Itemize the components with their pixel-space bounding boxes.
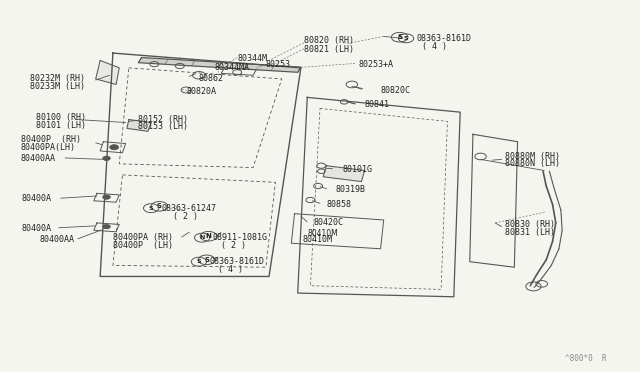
Text: S: S bbox=[204, 257, 209, 263]
Text: 80820A: 80820A bbox=[186, 87, 216, 96]
Text: N: N bbox=[205, 233, 211, 239]
Text: 80821 (LH): 80821 (LH) bbox=[304, 45, 354, 54]
Text: 80400P  (RH): 80400P (RH) bbox=[20, 135, 81, 144]
Text: 80233M (LH): 80233M (LH) bbox=[30, 82, 85, 91]
Text: 80344M: 80344M bbox=[237, 54, 267, 63]
Text: 80400P  (LH): 80400P (LH) bbox=[113, 241, 173, 250]
Circle shape bbox=[102, 195, 110, 199]
Text: 80400AA: 80400AA bbox=[20, 154, 56, 163]
Text: 80344MA: 80344MA bbox=[215, 63, 250, 72]
Text: 80831 (LH): 80831 (LH) bbox=[505, 228, 555, 237]
Circle shape bbox=[102, 156, 110, 161]
Text: ( 4 ): ( 4 ) bbox=[422, 42, 447, 51]
Circle shape bbox=[102, 224, 110, 229]
Circle shape bbox=[109, 145, 118, 150]
Text: 80858: 80858 bbox=[326, 200, 351, 209]
Text: 80400A: 80400A bbox=[22, 195, 52, 203]
Text: 80862: 80862 bbox=[199, 74, 224, 83]
Text: ( 2 ): ( 2 ) bbox=[221, 241, 246, 250]
Polygon shape bbox=[127, 119, 151, 131]
Text: 80100 (RH): 80100 (RH) bbox=[36, 113, 86, 122]
Text: 80820 (RH): 80820 (RH) bbox=[304, 36, 354, 45]
Text: 80101G: 80101G bbox=[342, 165, 372, 174]
Text: 08911-1081G: 08911-1081G bbox=[213, 233, 268, 242]
Text: 80880N (LH): 80880N (LH) bbox=[505, 159, 560, 169]
Text: S: S bbox=[404, 36, 408, 41]
Polygon shape bbox=[138, 58, 301, 72]
Text: 80410M: 80410M bbox=[307, 230, 338, 238]
Polygon shape bbox=[323, 166, 365, 182]
Text: 80400PA(LH): 80400PA(LH) bbox=[20, 143, 76, 152]
Text: ^800*0  R: ^800*0 R bbox=[565, 354, 607, 363]
Text: 08363-61247: 08363-61247 bbox=[162, 203, 217, 213]
Text: ( 2 ): ( 2 ) bbox=[173, 212, 198, 221]
Text: 80153 (LH): 80153 (LH) bbox=[138, 122, 188, 131]
Text: 80253: 80253 bbox=[266, 60, 291, 70]
Polygon shape bbox=[96, 61, 119, 84]
Text: 80101 (LH): 80101 (LH) bbox=[36, 121, 86, 129]
Text: 80232M (RH): 80232M (RH) bbox=[30, 74, 85, 83]
Text: 80820C: 80820C bbox=[381, 86, 410, 94]
Text: S: S bbox=[157, 203, 162, 209]
Text: S: S bbox=[397, 34, 402, 40]
Text: 80400PA (RH): 80400PA (RH) bbox=[113, 233, 173, 242]
Text: N: N bbox=[200, 235, 205, 240]
Text: 80841: 80841 bbox=[365, 100, 390, 109]
Text: 80152 (RH): 80152 (RH) bbox=[138, 115, 188, 124]
Text: 80410M: 80410M bbox=[302, 235, 332, 244]
Text: 80400A: 80400A bbox=[22, 224, 52, 233]
Text: 08363-8161D: 08363-8161D bbox=[417, 34, 472, 43]
Text: 08363-8161D: 08363-8161D bbox=[210, 257, 265, 266]
Text: 80253+A: 80253+A bbox=[358, 60, 393, 69]
Text: S: S bbox=[149, 206, 154, 211]
Text: ( 4 ): ( 4 ) bbox=[218, 265, 243, 274]
Text: 80880M (RH): 80880M (RH) bbox=[505, 152, 560, 161]
Text: S: S bbox=[196, 259, 201, 264]
Text: 80400AA: 80400AA bbox=[40, 235, 75, 244]
Text: 80830 (RH): 80830 (RH) bbox=[505, 220, 555, 229]
Text: 80420C: 80420C bbox=[314, 218, 344, 227]
Text: 80319B: 80319B bbox=[336, 185, 366, 194]
